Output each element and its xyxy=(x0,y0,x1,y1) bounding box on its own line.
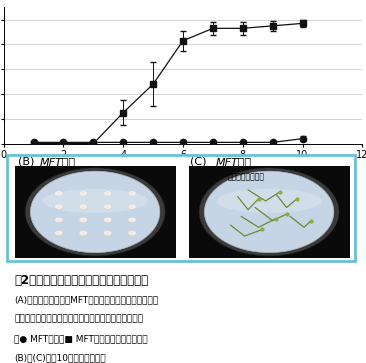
Ellipse shape xyxy=(79,231,87,236)
Text: (B)と(C)培養10日目の胚の写真: (B)と(C)培養10日目の胚の写真 xyxy=(14,353,106,362)
Ellipse shape xyxy=(55,191,63,196)
Text: 図2　一過性発現アッセイによる機能解析: 図2 一過性発現アッセイによる機能解析 xyxy=(14,274,149,287)
Ellipse shape xyxy=(104,191,112,196)
X-axis label: 培養日数: 培養日数 xyxy=(171,161,195,171)
Ellipse shape xyxy=(128,191,137,196)
Ellipse shape xyxy=(128,217,137,223)
Ellipse shape xyxy=(79,204,87,209)
Ellipse shape xyxy=(217,189,322,213)
Ellipse shape xyxy=(79,217,87,223)
Ellipse shape xyxy=(43,189,147,213)
Bar xyxy=(188,166,350,258)
Ellipse shape xyxy=(55,217,63,223)
Bar xyxy=(15,166,176,258)
FancyBboxPatch shape xyxy=(7,155,355,261)
Ellipse shape xyxy=(104,231,112,236)
Ellipse shape xyxy=(104,204,112,209)
Ellipse shape xyxy=(79,191,87,196)
Ellipse shape xyxy=(25,168,165,256)
Text: (C): (C) xyxy=(190,157,217,167)
Ellipse shape xyxy=(55,231,63,236)
Ellipse shape xyxy=(55,204,63,209)
Text: ● MFT導入、■ MFT無し（コントロール）: ● MFT導入、■ MFT無し（コントロール） xyxy=(14,334,148,343)
Text: （コントロール）: （コントロール） xyxy=(228,172,265,182)
Text: MFT導入: MFT導入 xyxy=(40,157,75,167)
Ellipse shape xyxy=(30,171,160,253)
Ellipse shape xyxy=(104,217,112,223)
Text: 寒天培地上で培養し、胚の発芽率を経時的に測定。: 寒天培地上で培養し、胚の発芽率を経時的に測定。 xyxy=(14,314,143,323)
Text: MFT無し: MFT無し xyxy=(215,157,251,167)
Ellipse shape xyxy=(199,168,339,256)
Text: (A)単離未熟種子胚にMFT遗伝子を遙伝子銃により導入: (A)単離未熟種子胚にMFT遗伝子を遙伝子銃により導入 xyxy=(14,295,158,304)
Ellipse shape xyxy=(204,171,334,253)
Ellipse shape xyxy=(128,204,137,209)
Ellipse shape xyxy=(128,231,137,236)
Text: (B): (B) xyxy=(18,157,41,167)
